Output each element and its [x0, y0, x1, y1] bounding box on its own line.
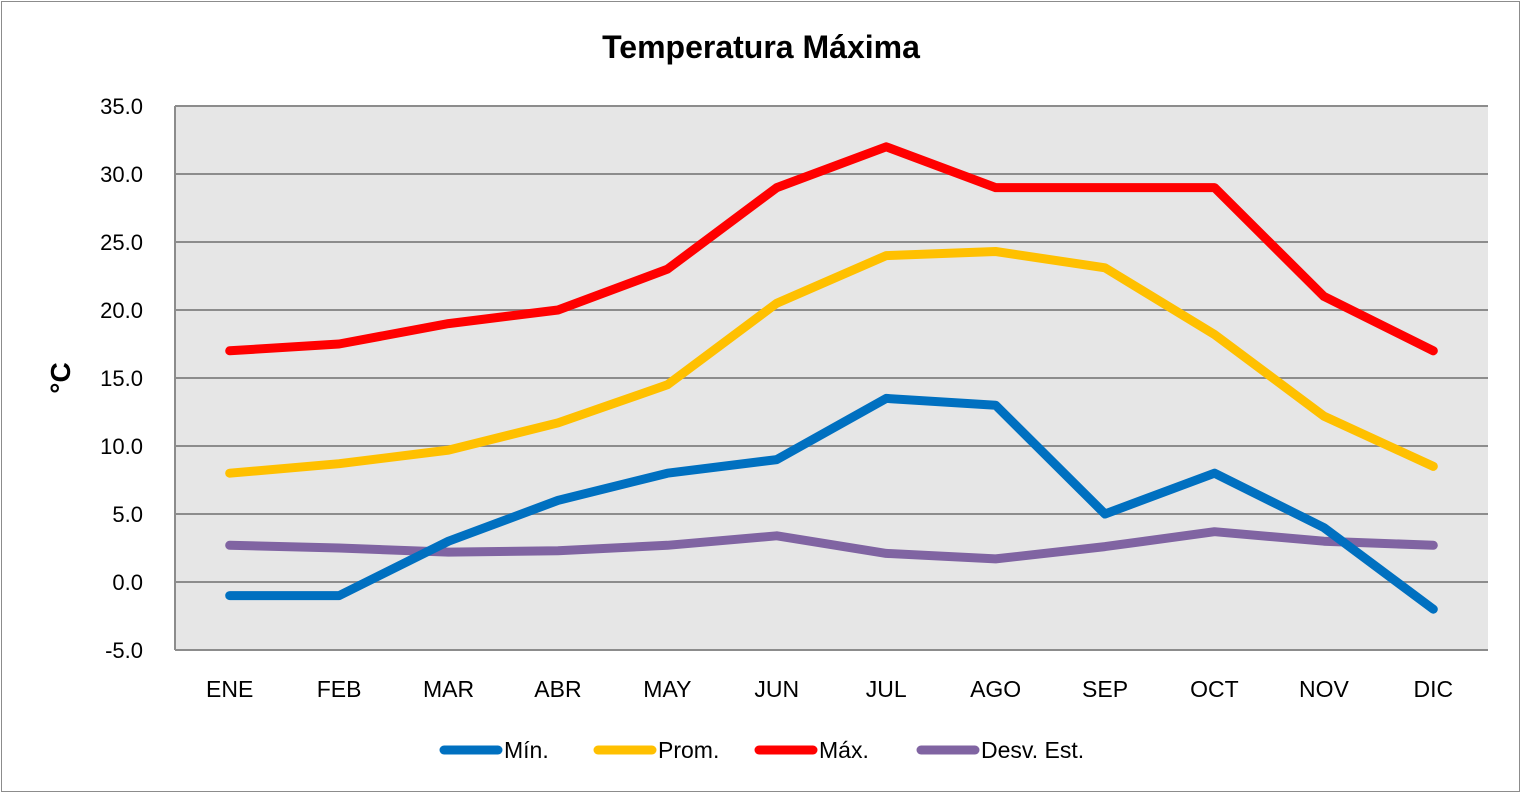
series-lines — [225, 142, 1438, 614]
y-axis-label: °C — [45, 362, 76, 393]
x-tick-label: ENE — [206, 676, 253, 702]
x-tick-label: MAY — [643, 676, 691, 702]
legend-label: Máx. — [819, 737, 869, 763]
series-line-3 — [225, 142, 1438, 356]
series-line-1 — [225, 393, 1438, 614]
legend-label: Desv. Est. — [981, 737, 1084, 763]
legend-label: Mín. — [504, 737, 549, 763]
x-tick-label: SEP — [1082, 676, 1128, 702]
y-tick-label: 10.0 — [100, 434, 143, 459]
y-axis-ticks: -5.0 0.0 5.0 10.0 15.0 20.0 25.0 30.0 35.0 — [100, 94, 143, 663]
y-tick-label: 35.0 — [100, 94, 143, 119]
y-tick-label: 0.0 — [112, 570, 143, 595]
x-tick-label: OCT — [1190, 676, 1239, 702]
y-tick-label: 25.0 — [100, 230, 143, 255]
chart-title: Temperatura Máxima — [602, 29, 920, 65]
y-tick-label: 20.0 — [100, 298, 143, 323]
y-tick-label: 5.0 — [112, 502, 143, 527]
y-tick-label: 15.0 — [100, 366, 143, 391]
legend: Mín. Prom. Máx. Desv. Est. — [439, 737, 1084, 763]
x-tick-label: DIC — [1413, 676, 1453, 702]
x-tick-label: JUL — [866, 676, 907, 702]
x-tick-label: ABR — [534, 676, 581, 702]
y-tick-label: 30.0 — [100, 162, 143, 187]
y-tick-label: -5.0 — [105, 638, 143, 663]
x-tick-label: FEB — [317, 676, 362, 702]
series-line-2 — [225, 247, 1438, 478]
x-tick-label: MAR — [423, 676, 474, 702]
x-tick-label: NOV — [1299, 676, 1350, 702]
x-axis-ticks: ENE FEB MAR ABR MAY JUN JUL AGO SEP OCT NOV DIC — [206, 676, 1453, 702]
x-tick-label: AGO — [970, 676, 1021, 702]
legend-label: Prom. — [658, 737, 719, 763]
x-tick-label: JUN — [754, 676, 799, 702]
